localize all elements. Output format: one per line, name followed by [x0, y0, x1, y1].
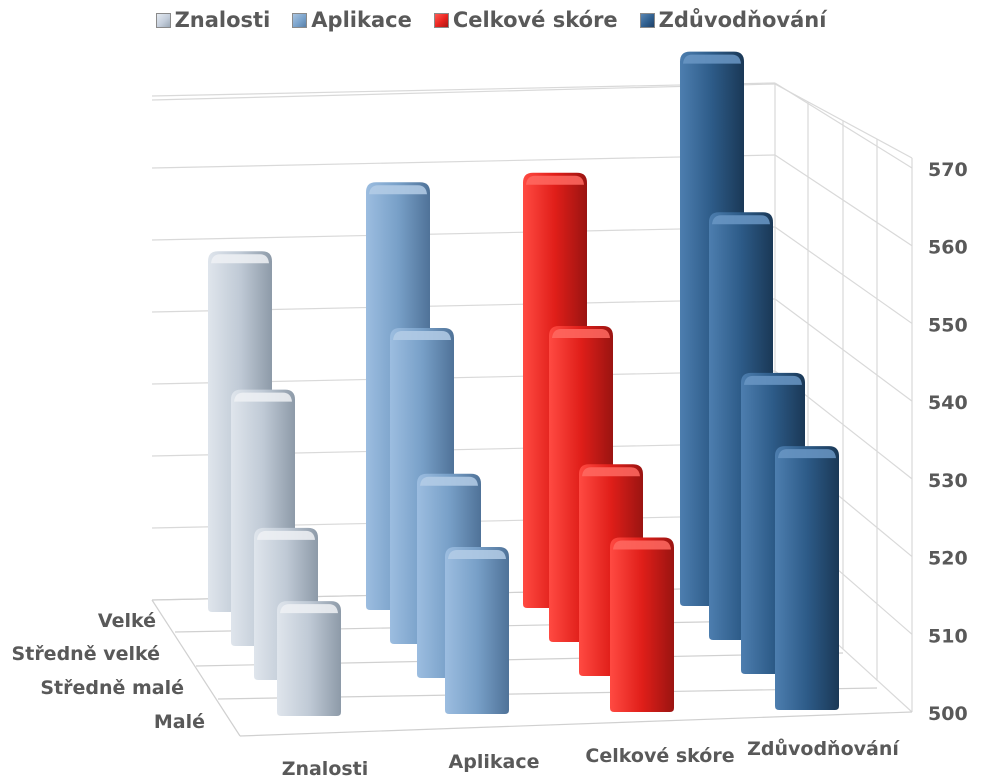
bar-cap: [234, 392, 292, 402]
y-tick-label: 540: [928, 392, 968, 414]
bar-zduvodnovani-4: [775, 446, 839, 710]
legend-swatch-zduvodnovani: [639, 12, 655, 28]
chart-bars: [208, 51, 839, 716]
y-tick-label: 550: [928, 314, 968, 336]
bar-cap: [280, 604, 338, 614]
depth-label: Velké: [98, 610, 156, 632]
y-tick-label: 530: [928, 470, 968, 492]
back-gridline: [151, 83, 776, 101]
bar-body: [445, 547, 509, 714]
back-gridline: [151, 82, 776, 97]
legend-item-znalosti[interactable]: Znalosti: [155, 8, 271, 32]
bar-cap: [744, 375, 802, 385]
legend-label: Znalosti: [174, 8, 271, 32]
legend-label: Celkové skóre: [452, 8, 618, 32]
y-tick-label: 500: [928, 703, 968, 725]
category-label: Celkové skóre: [585, 745, 734, 767]
bar-cap: [712, 215, 770, 225]
y-tick-label: 570: [928, 159, 968, 181]
bar-cap: [582, 467, 640, 477]
y-tick-label: 520: [928, 548, 968, 570]
bar-cap: [552, 329, 610, 338]
legend-swatch-aplikace: [292, 12, 308, 28]
bar-cap: [778, 449, 836, 459]
bar-celkove-skore-4: [610, 537, 674, 712]
bar-cap: [257, 530, 315, 540]
depth-label: Středně velké: [12, 643, 160, 665]
legend: Znalosti Aplikace Celkové skóre Zdůvodňo…: [0, 8, 982, 32]
bar-cap: [369, 185, 427, 195]
bar-znalosti-4: [277, 601, 341, 716]
depth-label: Malé: [154, 711, 205, 733]
bar-cap: [420, 476, 478, 486]
legend-label: Zdůvodňování: [658, 8, 827, 32]
category-label: Znalosti: [282, 758, 369, 778]
bar-aplikace-4: [445, 547, 509, 714]
bar-cap: [211, 254, 269, 264]
bar-cap: [683, 54, 741, 64]
category-label: Aplikace: [449, 751, 540, 773]
legend-swatch-znalosti: [155, 12, 171, 28]
depth-label: Středně malé: [40, 677, 184, 699]
bar-body: [775, 446, 839, 710]
legend-item-celkove-skore[interactable]: Celkové skóre: [433, 8, 618, 32]
back-gridline: [151, 154, 776, 169]
legend-item-zduvodnovani[interactable]: Zdůvodňování: [639, 8, 827, 32]
floor-line: [239, 711, 913, 737]
chart-labels: 500 510 520 530 540 550 560 570 Velké Středně vel…: [12, 159, 968, 778]
category-label: Zdůvodňování: [747, 737, 900, 760]
legend-item-aplikace[interactable]: Aplikace: [292, 8, 412, 32]
legend-swatch-celkove-skore: [433, 12, 449, 28]
bar-cap: [448, 550, 506, 559]
bar-cap: [526, 175, 584, 185]
legend-label: Aplikace: [311, 8, 412, 32]
y-tick-label: 510: [928, 625, 968, 647]
bar-cap: [393, 331, 451, 340]
back-gridline: [151, 226, 776, 241]
bar-cap: [613, 540, 671, 550]
bar-body: [610, 537, 674, 712]
y-tick-label: 560: [928, 237, 968, 259]
floor-edge: [151, 599, 241, 737]
bar-body: [277, 601, 341, 716]
